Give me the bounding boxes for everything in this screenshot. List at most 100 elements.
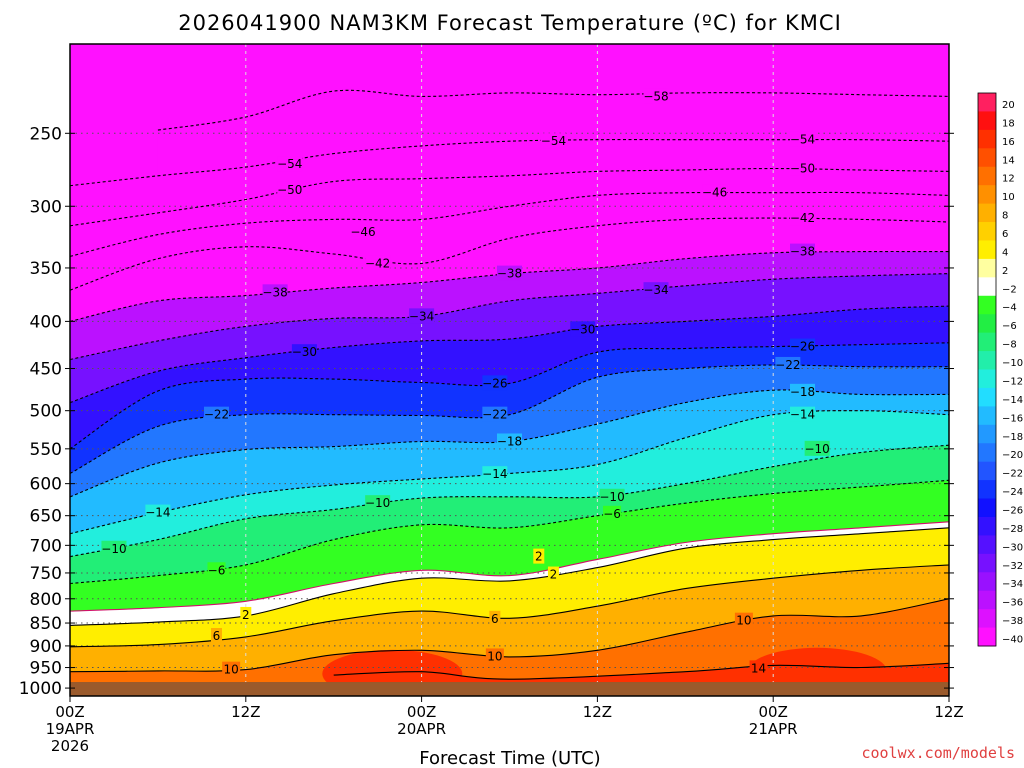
temperature-fill-bands (70, 44, 949, 696)
colorbar-frame (977, 92, 997, 647)
isotherm--10 (70, 444, 949, 558)
contour-label: 6 (491, 612, 499, 626)
colorbar-label: −22 (1002, 469, 1023, 480)
contour-label: −14 (145, 506, 170, 520)
colorbar-label: −26 (1002, 506, 1023, 517)
contour-label: −14 (790, 408, 815, 422)
contour-label: −46 (350, 225, 375, 239)
colorbar-swatch (978, 498, 996, 518)
colorbar-label: 10 (1002, 192, 1015, 203)
isotherm-14 (333, 662, 949, 680)
contour-label: 2 (550, 568, 558, 582)
colorbar-swatch (978, 406, 996, 426)
colorbar-label: 4 (1002, 247, 1008, 258)
colorbar-label: −10 (1002, 358, 1023, 369)
contour-label: −50 (790, 162, 815, 176)
isotherm--2 (70, 521, 949, 612)
colorbar-label: −14 (1002, 395, 1023, 406)
colorbar-swatch (978, 609, 996, 629)
contour-label-bg (533, 548, 545, 564)
chart-title: 2026041900 NAM3KM Forecast Temperature (… (178, 11, 842, 35)
colorbar-swatch (978, 572, 996, 592)
y-tick-label: 900 (30, 637, 62, 657)
contour-label-bg (277, 181, 303, 197)
contour-label-bg (409, 308, 435, 324)
contour-label-bg (262, 284, 288, 300)
colorbar-label: −20 (1002, 450, 1023, 461)
y-tick-label: 1000 (19, 679, 62, 699)
isotherm--42 (70, 217, 949, 291)
contour-label-bg (643, 88, 669, 104)
colorbar-swatch (978, 111, 996, 131)
y-axis-ticks: 250 300 350 400 450 500 550 600 650 700 750 800 850 9… (19, 124, 954, 699)
contour-label-bg (291, 344, 317, 360)
contour-label: −42 (365, 256, 390, 270)
contour-label-bg (540, 133, 566, 149)
colorbar-swatch (978, 443, 996, 463)
contour-label-bg (365, 495, 391, 511)
contour-label: 10 (736, 614, 751, 628)
contour-label: −22 (482, 408, 507, 422)
contour-label-bg (489, 610, 501, 626)
colorbar-swatch (978, 295, 996, 315)
contour-label: −54 (277, 157, 302, 171)
contour-label-bg (790, 383, 815, 399)
contour-label: −26 (482, 376, 507, 390)
colorbar-label: 20 (1002, 100, 1015, 111)
contour-label-bg (734, 612, 753, 628)
contour-label-bg (599, 488, 625, 504)
colorbar-swatch (978, 480, 996, 500)
contour-label-bg (277, 156, 303, 172)
contour-label-bg (145, 504, 171, 520)
contour-label: −14 (482, 467, 507, 481)
colorbar-label: 8 (1002, 211, 1008, 222)
contour-label-bg (790, 210, 815, 226)
colorbar-label: −38 (1002, 616, 1023, 627)
contour-label: −10 (599, 490, 624, 504)
contour-label: −30 (570, 322, 595, 336)
y-tick-label: 950 (30, 659, 62, 679)
contour-label: −18 (497, 434, 522, 448)
colorbar-swatch (978, 627, 996, 647)
contour-label-bg (790, 160, 815, 176)
contour-label-bg (482, 375, 508, 391)
y-tick-label: 500 (30, 402, 62, 422)
contour-labels: −58 −54 −54 −54 −50 −50 −46 −46 −42 −42 −38 −38 −38 −… (101, 88, 830, 677)
colorbar-label: −34 (1002, 579, 1023, 590)
contour-label-bg (350, 224, 376, 240)
contour-label-bg (775, 356, 801, 372)
y-tick-label: 700 (30, 536, 62, 556)
colorbar-swatch (978, 332, 996, 352)
contour-label-bg (497, 265, 522, 281)
colorbar-label: −28 (1002, 524, 1023, 535)
contour-label-bg (482, 466, 508, 482)
contour-label-bg (497, 433, 522, 449)
colorbar-label: −32 (1002, 561, 1023, 572)
contour-label: −6 (603, 507, 621, 521)
contour-label: 14 (751, 661, 766, 675)
contour-label-bg (485, 648, 504, 664)
x-tick-label: 12Z (583, 703, 612, 721)
contour-label: −54 (541, 134, 566, 148)
ground-surface (70, 682, 949, 696)
contour-label: −54 (790, 133, 815, 147)
colorbar-label: −40 (1002, 635, 1023, 646)
contour-label: −46 (702, 186, 727, 200)
isotherm--26 (70, 342, 949, 450)
y-tick-label: 600 (30, 475, 62, 495)
x-tick-label: 00Z (759, 703, 788, 721)
colorbar-label: −2 (1002, 284, 1017, 295)
contour-label: −58 (643, 89, 668, 103)
y-tick-label: 400 (30, 312, 62, 332)
isotherm-10 (70, 598, 949, 673)
x-axis-label: Forecast Time (UTC) (419, 748, 600, 768)
x-tick-label: 12Z (934, 703, 963, 721)
contour-label: −34 (643, 283, 668, 297)
colorbar-label: −6 (1002, 321, 1017, 332)
contour-label-bg (804, 440, 830, 456)
colorbar-label: −12 (1002, 376, 1023, 387)
x-tick-label: 19APR (46, 720, 95, 738)
contour-label-bg (211, 628, 222, 644)
contour-label-bg (240, 606, 252, 622)
contour-label: 6 (213, 629, 221, 643)
